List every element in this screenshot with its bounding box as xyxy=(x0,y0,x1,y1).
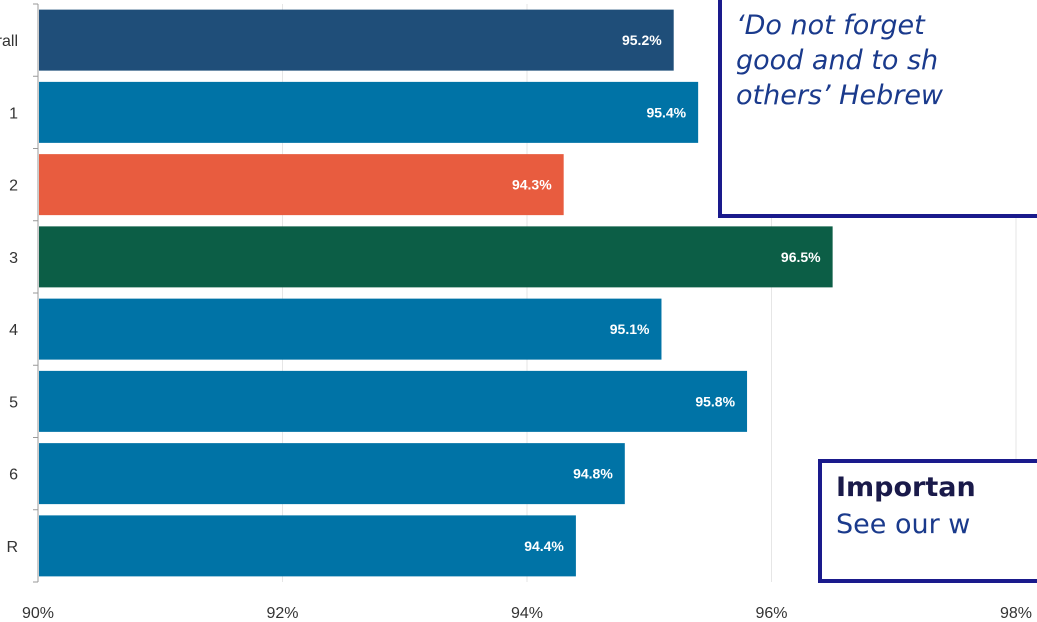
bar xyxy=(39,443,625,505)
quote-box: ‘Do not forget good and to sh others’ He… xyxy=(718,0,1037,218)
quote-line: ‘Do not forget xyxy=(736,10,925,41)
category-label: 4 xyxy=(9,322,18,339)
quote-line: others’ Hebrew xyxy=(736,80,944,111)
category-label: R xyxy=(6,539,18,556)
category-label: 3 xyxy=(9,250,18,267)
category-label: 1 xyxy=(9,105,18,122)
quote-line: good and to sh xyxy=(736,45,939,76)
x-tick-label: 96% xyxy=(755,605,787,622)
important-notice-body: See our w xyxy=(836,509,971,540)
bar xyxy=(39,154,564,216)
important-notice-box: Importan See our w xyxy=(818,459,1037,583)
labels: 90% 92% 94% 96% 98% 95.2% rall 95.4% 1 94.3% 2 96.5… xyxy=(0,32,1032,622)
bar xyxy=(39,9,674,71)
x-tick-label: 92% xyxy=(266,605,298,622)
bar xyxy=(39,81,699,143)
data-label: 95.1% xyxy=(610,321,650,337)
bars xyxy=(39,9,833,577)
data-label: 94.8% xyxy=(573,466,613,482)
data-label: 95.8% xyxy=(695,393,735,409)
bar xyxy=(39,515,576,577)
category-label: rall xyxy=(0,33,18,50)
important-notice-title: Importan xyxy=(836,472,976,503)
category-label: 5 xyxy=(9,394,18,411)
data-label: 96.5% xyxy=(781,249,821,265)
category-label: 6 xyxy=(9,467,18,484)
x-tick-label: 90% xyxy=(22,605,54,622)
data-label: 94.3% xyxy=(512,177,552,193)
bar xyxy=(39,370,748,432)
x-tick-label: 94% xyxy=(511,605,543,622)
x-tick-label: 98% xyxy=(1000,605,1032,622)
category-label: 2 xyxy=(9,178,18,195)
data-label: 94.4% xyxy=(524,538,564,554)
data-label: 95.4% xyxy=(646,104,686,120)
bar xyxy=(39,298,662,360)
data-label: 95.2% xyxy=(622,32,662,48)
y-axis xyxy=(33,3,39,583)
bar xyxy=(39,226,833,288)
